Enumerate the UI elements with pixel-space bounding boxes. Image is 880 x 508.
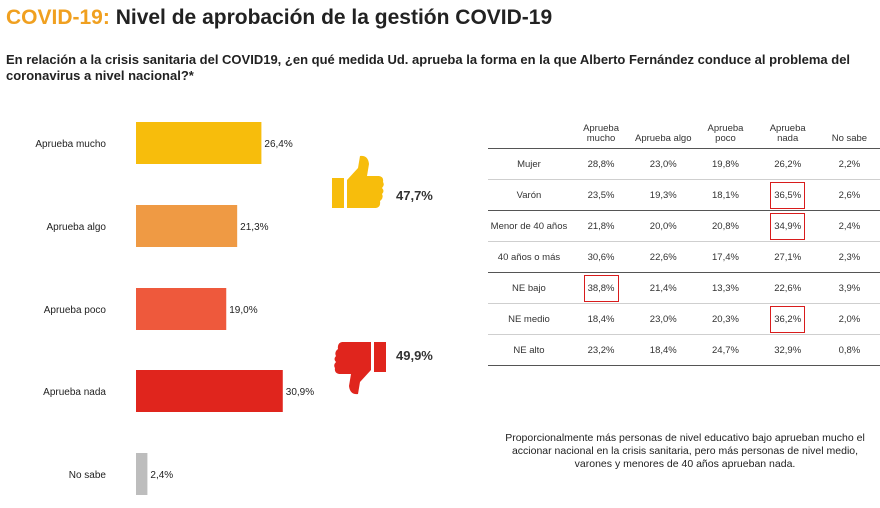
thumbs-up-icon <box>332 155 384 208</box>
bar <box>136 288 227 330</box>
value-label: 21,3% <box>240 222 268 233</box>
survey-question: En relación a la crisis sanitaria del CO… <box>6 52 851 83</box>
category-label: No sabe <box>69 470 107 481</box>
row-label: Menor de 40 años <box>488 210 570 242</box>
column-header: Aprueba poco <box>707 123 744 144</box>
table-cell: 20,0% <box>632 210 695 242</box>
conclusion-note: Proporcionalmente más personas de nivel … <box>505 432 865 470</box>
table-cell: 0,8% <box>818 334 880 366</box>
bar <box>136 453 148 495</box>
value-label: 19,0% <box>229 305 257 316</box>
bar <box>136 122 262 164</box>
table-body: Mujer 28,8% 23,0% 19,8% 26,2% 2,2% Varón 23,5% 1… <box>488 148 880 366</box>
table-cell: 22,6% <box>632 241 695 273</box>
table-cell: 28,8% <box>569 148 633 180</box>
table-cell: 38,8% <box>569 272 633 304</box>
table-cell: 18,4% <box>632 334 695 366</box>
table-row: NE medio 18,4% 23,0% 20,3% 36,2% 2,0% <box>488 303 880 335</box>
table-cell: 23,5% <box>569 179 633 211</box>
title-text: Nivel de aprobación de la gestión COVID-… <box>115 6 553 29</box>
table-cell: 20,8% <box>694 210 757 242</box>
approval-total-label: 47,7% <box>396 188 433 203</box>
row-label: Varón <box>488 179 570 211</box>
table-cell: 22,6% <box>756 272 819 304</box>
table-cell: 36,2% <box>756 303 819 335</box>
highlighted-value: 34,9% <box>770 212 806 240</box>
value-label: 30,9% <box>286 387 314 398</box>
table-cell: 21,8% <box>569 210 633 242</box>
highlighted-value: 36,2% <box>770 305 806 333</box>
table-cell: 18,1% <box>694 179 757 211</box>
bar-chart: Aprueba mucho 26,4% Aprueba algo 21,3% Aprue… <box>35 122 433 495</box>
table-cell: 17,4% <box>694 241 757 273</box>
table-cell: 3,9% <box>818 272 880 304</box>
category-label: Aprueba algo <box>47 222 107 233</box>
table-cell: 19,8% <box>694 148 757 180</box>
table-corner-header <box>488 110 570 149</box>
highlighted-value: 38,8% <box>583 274 619 302</box>
table-row: NE alto 23,2% 18,4% 24,7% 32,9% 0,8% <box>488 334 880 366</box>
row-label: 40 años o más <box>488 241 570 273</box>
category-label: Aprueba poco <box>44 305 107 316</box>
table-cell: 30,6% <box>569 241 633 273</box>
table-cell: 2,2% <box>818 148 880 180</box>
table-cell: 36,5% <box>756 179 819 211</box>
row-label: NE bajo <box>488 272 570 304</box>
table-row: Mujer 28,8% 23,0% 19,8% 26,2% 2,2% <box>488 148 880 180</box>
table-cell: 2,6% <box>818 179 880 211</box>
thumbs-down-icon <box>334 342 386 395</box>
table-cell: 23,0% <box>632 148 695 180</box>
row-label: NE alto <box>488 334 570 366</box>
category-label: Aprueba nada <box>43 387 106 398</box>
table-row: NE bajo 38,8% 21,4% 13,3% 22,6% 3,9% <box>488 272 880 304</box>
table-cell: 20,3% <box>694 303 757 335</box>
highlighted-value: 36,5% <box>770 181 806 209</box>
table-cell: 23,2% <box>569 334 633 366</box>
table-cell: 18,4% <box>569 303 633 335</box>
column-header: Aprueba nada <box>769 123 806 144</box>
table-row: Varón 23,5% 19,3% 18,1% 36,5% 2,6% <box>488 179 880 211</box>
disapproval-total-label: 49,9% <box>396 348 433 363</box>
table-cell: 2,0% <box>818 303 880 335</box>
table-cell: 23,0% <box>632 303 695 335</box>
page-title: COVID-19: Nivel de aprobación de la gest… <box>6 6 552 30</box>
category-label: Aprueba mucho <box>35 139 106 150</box>
bar <box>136 370 283 412</box>
table-cell: 26,2% <box>756 148 819 180</box>
table-cell: 19,3% <box>632 179 695 211</box>
title-brand: COVID-19: <box>6 6 110 29</box>
table-cell: 27,1% <box>756 241 819 273</box>
table-cell: 34,9% <box>756 210 819 242</box>
table-cell: 21,4% <box>632 272 695 304</box>
table-row: Menor de 40 años 21,8% 20,0% 20,8% 34,9% 2,4% <box>488 210 880 242</box>
column-header: No sabe <box>831 133 868 144</box>
value-label: 26,4% <box>264 139 292 150</box>
column-header: Aprueba algo <box>634 133 692 144</box>
table-cell: 24,7% <box>694 334 757 366</box>
table-cell: 13,3% <box>694 272 757 304</box>
bar <box>136 205 238 247</box>
column-header: Aprueba mucho <box>583 123 619 144</box>
value-label: 2,4% <box>150 470 173 481</box>
crosstab-table: Aprueba mucho Aprueba algo Aprueba poco Apr… <box>488 110 880 366</box>
table-cell: 2,3% <box>818 241 880 273</box>
table-cell: 32,9% <box>756 334 819 366</box>
table-header-row: Aprueba mucho Aprueba algo Aprueba poco Apr… <box>488 110 880 149</box>
table-cell: 2,4% <box>818 210 880 242</box>
table-row: 40 años o más 30,6% 22,6% 17,4% 27,1% 2,3% <box>488 241 880 273</box>
row-label: NE medio <box>488 303 570 335</box>
row-label: Mujer <box>488 148 570 180</box>
